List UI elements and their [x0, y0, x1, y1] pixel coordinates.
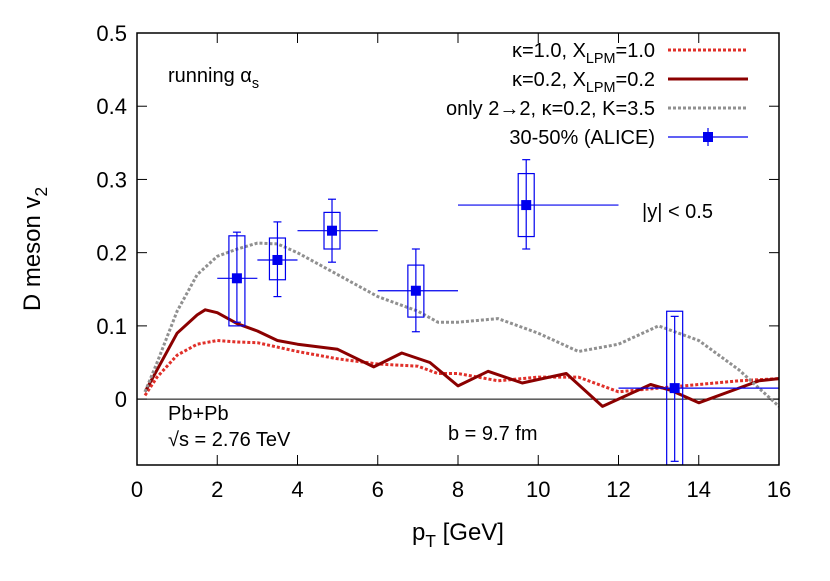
- legend-label: only 2→2, κ=0.2, K=3.5: [446, 98, 655, 120]
- data-point: [669, 383, 680, 394]
- legend-label: κ=1.0, XLPM=1.0: [512, 40, 655, 67]
- y-tick-label: 0.2: [96, 241, 127, 266]
- series-line: [143, 339, 779, 397]
- x-axis-label-sub: T: [425, 531, 436, 551]
- x-tick-label: 10: [526, 477, 550, 502]
- data-point: [327, 225, 338, 236]
- annotation: |y| < 0.5: [642, 201, 713, 223]
- legend-label: κ=0.2, XLPM=0.2: [512, 69, 655, 96]
- legend-label-part: =1.0: [616, 40, 655, 62]
- legend-swatch: [703, 132, 713, 142]
- legend-label-part: κ=1.0, X: [512, 40, 586, 62]
- annotation-part: √s = 2.76 TeV: [168, 429, 291, 451]
- annotation-part: running α: [168, 65, 252, 87]
- y-tick-label: 0: [115, 387, 127, 412]
- annotation: √s = 2.76 TeV: [168, 429, 291, 451]
- x-tick-label: 2: [211, 477, 223, 502]
- legend-label-part: κ=0.2, X: [512, 69, 586, 91]
- x-tick-label: 4: [291, 477, 303, 502]
- data-point: [410, 285, 421, 296]
- data-point: [521, 200, 532, 211]
- y-axis-label-part: D meson v: [19, 196, 46, 311]
- x-axis-label-part: [GeV]: [436, 519, 504, 546]
- legend-label-part: =0.2: [616, 69, 655, 91]
- y-tick-label: 0.3: [96, 167, 127, 192]
- annotation-part: b = 9.7 fm: [448, 423, 538, 445]
- x-tick-label: 12: [606, 477, 630, 502]
- y-tick-label: 0.1: [96, 314, 127, 339]
- y-tick-label: 0.5: [96, 21, 127, 46]
- x-tick-label: 14: [687, 477, 711, 502]
- x-tick-label: 8: [452, 477, 464, 502]
- annotation-part: |y| < 0.5: [642, 201, 713, 223]
- x-tick-label: 6: [372, 477, 384, 502]
- legend-label: 30-50% (ALICE): [509, 127, 655, 149]
- y-axis-label-sub: 2: [31, 187, 51, 197]
- annotation-part: Pb+Pb: [168, 403, 229, 425]
- annotation: Pb+Pb: [168, 403, 229, 425]
- y-axis-label: D meson v2: [19, 187, 51, 311]
- plot-frame: [136, 32, 780, 466]
- annotation-sub: s: [252, 76, 259, 92]
- legend-label-part: 30-50% (ALICE): [509, 127, 655, 149]
- annotation: running αs: [168, 65, 259, 92]
- data-point: [272, 254, 283, 265]
- x-tick-label: 0: [131, 477, 143, 502]
- x-tick-label: 16: [767, 477, 791, 502]
- series-line: [143, 308, 779, 408]
- annotation: b = 9.7 fm: [448, 423, 538, 445]
- x-axis-label-part: p: [412, 519, 425, 546]
- legend-label-sub: LPM: [586, 51, 616, 67]
- y-tick-label: 0.4: [96, 94, 127, 119]
- series-line: [143, 241, 779, 408]
- legend-label-part: only 2→2, κ=0.2, K=3.5: [446, 98, 655, 120]
- x-axis-label: pT [GeV]: [412, 519, 504, 551]
- plot-area: [143, 159, 779, 465]
- data-point: [231, 273, 242, 284]
- legend-label-sub: LPM: [586, 80, 616, 96]
